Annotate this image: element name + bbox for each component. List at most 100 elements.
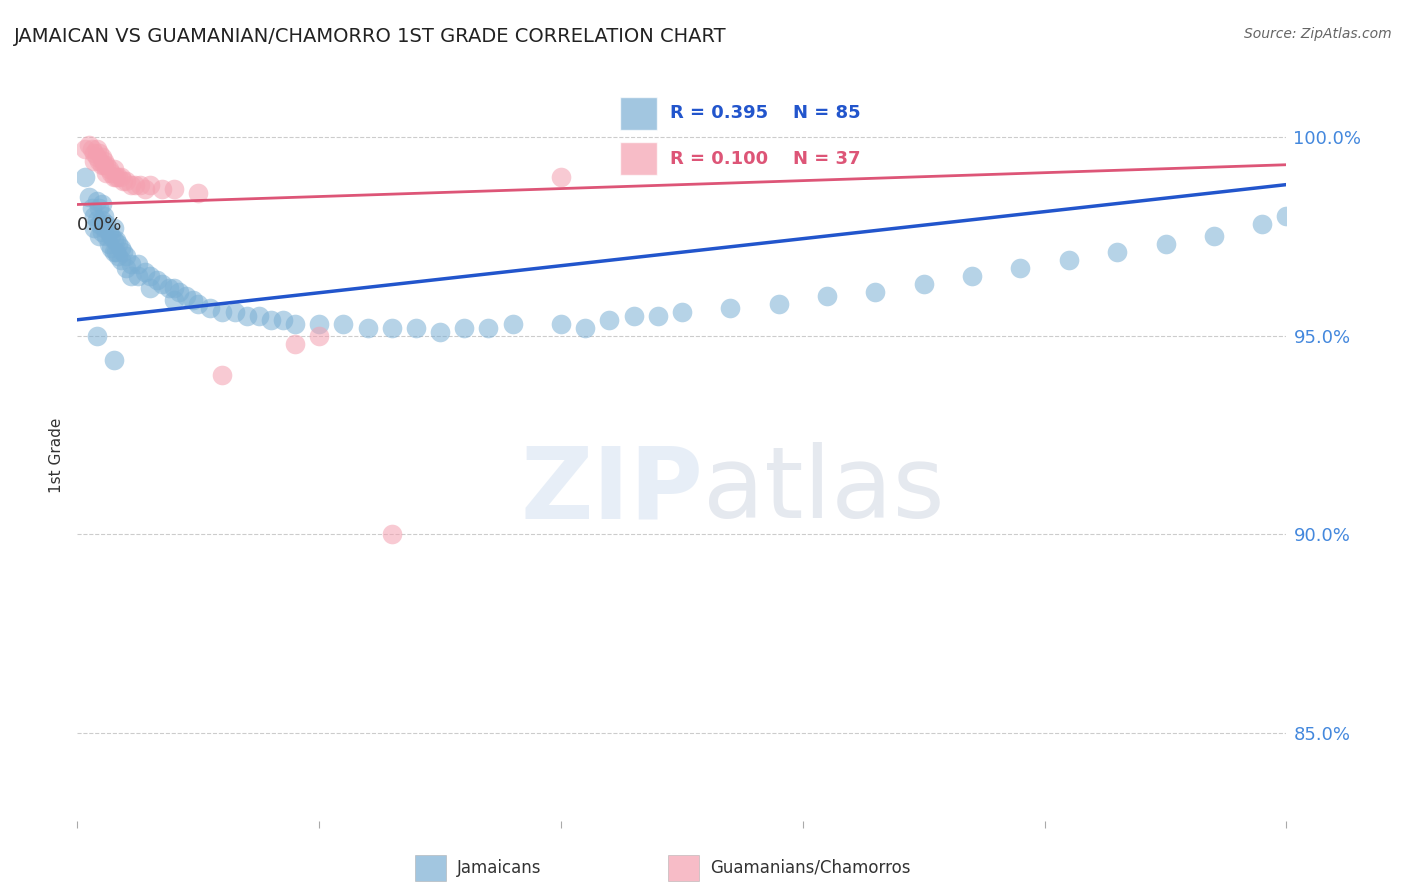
Point [83, 145, 105, 160]
Point [146, 273, 169, 287]
Point [381, 527, 404, 541]
Text: Source: ZipAtlas.com: Source: ZipAtlas.com [1244, 27, 1392, 41]
Text: atlas: atlas [703, 442, 945, 539]
Point [187, 297, 209, 311]
Y-axis label: 1st Grade: 1st Grade [49, 417, 65, 492]
Point [103, 221, 125, 235]
Point [86, 213, 108, 227]
Point [1010, 261, 1032, 276]
Point [163, 181, 186, 195]
Point [1202, 229, 1225, 244]
Point [79, 137, 101, 152]
Point [235, 309, 257, 323]
Point [114, 174, 136, 188]
Point [960, 268, 983, 283]
Point [167, 285, 190, 299]
Point [103, 245, 125, 260]
Text: 0.0%: 0.0% [77, 217, 122, 235]
Point [157, 281, 180, 295]
Point [107, 237, 129, 252]
Point [73, 169, 96, 184]
Point [100, 229, 122, 244]
Point [163, 281, 186, 295]
Point [96, 229, 118, 244]
Text: N = 85: N = 85 [793, 104, 860, 122]
Point [120, 268, 142, 283]
Point [308, 317, 330, 331]
Point [96, 158, 118, 172]
Point [284, 336, 307, 351]
Point [453, 320, 475, 334]
Point [477, 320, 499, 334]
Point [96, 218, 118, 232]
Point [90, 158, 112, 172]
Point [127, 268, 149, 283]
Point [671, 305, 693, 319]
Text: Jamaicans: Jamaicans [457, 859, 541, 877]
Point [139, 281, 162, 295]
Point [100, 241, 122, 255]
Point [623, 309, 645, 323]
Point [768, 297, 790, 311]
Point [247, 309, 270, 323]
Point [308, 328, 330, 343]
Point [502, 317, 524, 331]
Point [87, 145, 110, 160]
Text: JAMAICAN VS GUAMANIAN/CHAMORRO 1ST GRADE CORRELATION CHART: JAMAICAN VS GUAMANIAN/CHAMORRO 1ST GRADE… [14, 27, 727, 45]
Point [110, 169, 132, 184]
Point [93, 210, 115, 224]
Point [405, 320, 427, 334]
Point [1057, 253, 1080, 268]
Point [183, 293, 205, 307]
Point [73, 142, 96, 156]
Point [114, 261, 136, 276]
Point [110, 253, 132, 268]
Point [90, 213, 112, 227]
Point [150, 277, 173, 291]
Point [381, 320, 404, 334]
Point [134, 181, 156, 195]
Point [97, 237, 120, 252]
Point [1107, 245, 1129, 260]
Point [112, 174, 135, 188]
Point [87, 218, 110, 232]
Point [271, 312, 294, 326]
Point [112, 245, 135, 260]
Point [647, 309, 669, 323]
Point [1275, 210, 1298, 224]
Point [86, 150, 108, 164]
Text: R = 0.395: R = 0.395 [671, 104, 769, 122]
Point [80, 202, 103, 216]
Point [103, 161, 125, 176]
Point [90, 225, 112, 239]
Point [224, 305, 246, 319]
Point [114, 249, 136, 263]
Point [107, 249, 129, 263]
Point [93, 158, 115, 172]
Point [550, 317, 572, 331]
Text: ZIP: ZIP [520, 442, 703, 539]
Point [260, 312, 283, 326]
Point [356, 320, 378, 334]
Point [97, 161, 120, 176]
Text: Guamanians/Chamorros: Guamanians/Chamorros [710, 859, 911, 877]
Point [90, 150, 112, 164]
Point [1251, 218, 1274, 232]
Point [103, 169, 125, 184]
Point [211, 305, 233, 319]
Point [120, 178, 142, 192]
Point [865, 285, 887, 299]
Point [100, 166, 122, 180]
Point [124, 178, 146, 192]
Point [93, 153, 115, 168]
Point [86, 194, 108, 208]
Bar [620, 142, 657, 175]
Point [332, 317, 354, 331]
Point [163, 293, 186, 307]
Point [598, 312, 620, 326]
Point [429, 325, 451, 339]
Point [200, 301, 222, 315]
Point [93, 221, 115, 235]
Point [107, 169, 129, 184]
Point [90, 197, 112, 211]
